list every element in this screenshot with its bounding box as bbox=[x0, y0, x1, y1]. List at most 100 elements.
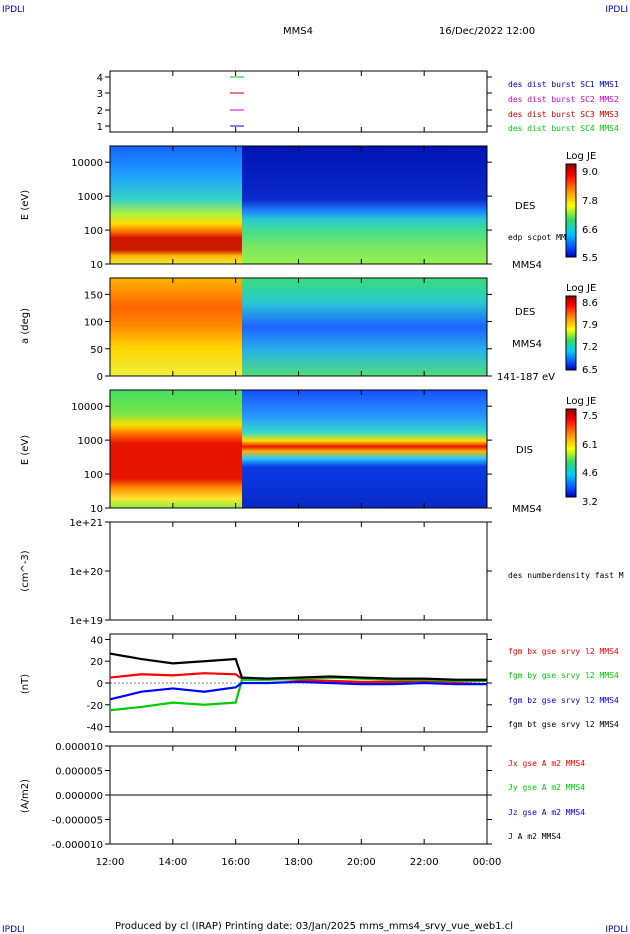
panel-frame bbox=[109, 70, 488, 133]
colorbar-tick: 7.8 bbox=[582, 196, 598, 207]
legend-item: fgm bz gse srvy l2 MMS4 bbox=[508, 696, 619, 705]
y-tick-label: 150 bbox=[84, 290, 103, 301]
x-axis: 12:00 14:00 16:00 18:00 20:00 22:00 00:00 bbox=[96, 71, 501, 868]
legend-item: des dist burst SC4 MMS4 bbox=[508, 124, 619, 133]
y-tick-label: 0.000005 bbox=[55, 767, 103, 778]
x-tick-label: 12:00 bbox=[96, 857, 125, 868]
x-tick-label: 20:00 bbox=[347, 857, 376, 868]
legend-item: Jz gse A m2 MMS4 bbox=[508, 808, 585, 817]
y-ticks: 4 3 2 1 bbox=[97, 73, 492, 133]
y-axis-label: (cm^-3) bbox=[20, 550, 31, 591]
y-tick-label: 20 bbox=[90, 657, 103, 668]
panel-des-energy: 10000 1000 100 10 E (eV) DES MMS4 edp scpot… bbox=[20, 145, 598, 271]
y-tick-label: -20 bbox=[87, 701, 103, 712]
legend-item: fgm bt gse srvy l2 MMS4 bbox=[508, 720, 619, 729]
colorbar-tick: 7.2 bbox=[582, 342, 598, 353]
y-tick-label: 1000 bbox=[78, 436, 103, 447]
x-tick-label: 18:00 bbox=[284, 857, 313, 868]
spectrogram-before bbox=[110, 390, 242, 508]
y-tick-label: -0.000005 bbox=[52, 816, 103, 827]
colorbar-tick: 7.5 bbox=[582, 411, 598, 422]
legend-item: Jy gse A m2 MMS4 bbox=[508, 783, 585, 792]
legend-item: des numberdensity fast M bbox=[508, 571, 624, 580]
y-tick-label: 3 bbox=[97, 89, 103, 100]
y-tick-label: 10000 bbox=[71, 158, 103, 169]
y-tick-label: 1e+21 bbox=[69, 518, 103, 529]
colorbar-tick: 4.6 bbox=[582, 468, 598, 479]
panel-magnetic-field: 40 20 0 -20 -40 (nT) fgm bx gse srvy l2 MMS4… bbox=[20, 633, 619, 734]
x-tick-label: 14:00 bbox=[158, 857, 187, 868]
spectrogram-before bbox=[110, 278, 242, 376]
series-line-bt bbox=[109, 652, 487, 681]
corner-label-tr: IPDLI bbox=[605, 5, 628, 15]
y-ticks: 150 100 50 0 bbox=[84, 290, 492, 383]
colorbar-tick: 9.0 bbox=[582, 167, 598, 178]
colorbar-tick: 7.9 bbox=[582, 320, 598, 331]
y-tick-label: 2 bbox=[97, 106, 103, 117]
y-axis-label: E (eV) bbox=[20, 435, 31, 465]
spectrogram-before bbox=[110, 146, 242, 264]
y-tick-label: -0.000010 bbox=[52, 840, 103, 851]
y-ticks: 0.000010 0.000005 0.000000 -0.000005 -0.0000… bbox=[52, 742, 492, 851]
colorbar bbox=[565, 163, 577, 258]
y-tick-label: 10 bbox=[90, 260, 103, 271]
y-axis-label: (A/m2) bbox=[20, 779, 31, 813]
y-ticks: 10000 1000 100 10 bbox=[71, 402, 492, 515]
y-tick-label: 1e+20 bbox=[69, 567, 103, 578]
legend-item: des dist burst SC2 MMS2 bbox=[508, 95, 619, 104]
colorbar-tick: 6.5 bbox=[582, 365, 598, 376]
colorbar-title: Log JE bbox=[566, 151, 596, 162]
panel-burst: 4 3 2 1 des dist burst SC1 MMS1 des dist bu… bbox=[97, 70, 619, 133]
y-axis-label: E (eV) bbox=[20, 190, 31, 220]
y-tick-label: 100 bbox=[84, 226, 103, 237]
y-tick-label: 4 bbox=[97, 73, 103, 84]
colorbar-tick: 6.6 bbox=[582, 225, 598, 236]
y-tick-label: 0 bbox=[97, 679, 103, 690]
colorbar-title: Log JE bbox=[566, 283, 596, 294]
y-tick-label: 100 bbox=[84, 470, 103, 481]
y-tick-label: 1e+19 bbox=[69, 616, 103, 627]
overlay-label: edp scpot MMS4 bbox=[508, 233, 576, 242]
instrument-label: DES bbox=[515, 307, 535, 318]
corner-label-tl: IPDLI bbox=[2, 5, 25, 15]
y-axis-label: (nT) bbox=[20, 674, 31, 694]
y-tick-label: 0 bbox=[97, 372, 103, 383]
y-tick-label: 1 bbox=[97, 122, 103, 133]
corner-label-bl: IPDLI bbox=[2, 925, 25, 934]
y-ticks: 1e+21 1e+20 1e+19 bbox=[69, 518, 492, 627]
datetime-title: 16/Dec/2022 12:00 bbox=[439, 26, 535, 37]
spectrogram-after bbox=[242, 390, 487, 508]
y-tick-label: 0.000000 bbox=[55, 791, 103, 802]
colorbar-title: Log JE bbox=[566, 396, 596, 407]
spacecraft-label: MMS4 bbox=[512, 339, 542, 350]
y-ticks: 40 20 0 -20 -40 bbox=[87, 635, 492, 734]
legend-item: J A m2 MMS4 bbox=[508, 832, 561, 841]
legend-item: fgm by gse srvy l2 MMS4 bbox=[508, 671, 619, 680]
panel-dis-energy: 10000 1000 100 10 E (eV) DIS MMS4 Log JE 7.… bbox=[20, 389, 598, 515]
y-tick-label: 50 bbox=[90, 345, 103, 356]
colorbar bbox=[565, 408, 577, 498]
y-tick-label: 10 bbox=[90, 504, 103, 515]
series-lines bbox=[109, 652, 488, 712]
instrument-label: DES bbox=[515, 201, 535, 212]
spectrogram-after bbox=[242, 278, 487, 376]
spacecraft-label: MMS4 bbox=[512, 260, 542, 271]
colorbar-tick: 8.6 bbox=[582, 298, 598, 309]
spacecraft-title: MMS4 bbox=[283, 26, 313, 37]
legend-item: fgm bx gse srvy l2 MMS4 bbox=[508, 647, 619, 656]
colorbar-tick: 5.5 bbox=[582, 253, 598, 264]
y-ticks: 10000 1000 100 10 bbox=[71, 158, 492, 271]
instrument-label: DIS bbox=[516, 445, 533, 456]
series-line-bz bbox=[109, 680, 487, 701]
energy-range-label: 141-187 eV bbox=[497, 372, 555, 383]
panel-density: 1e+21 1e+20 1e+19 (cm^-3) des numberdensit… bbox=[20, 518, 624, 627]
legend-item: des dist burst SC3 MMS3 bbox=[508, 110, 619, 119]
x-tick-label: 16:00 bbox=[221, 857, 250, 868]
legend-item: des dist burst SC1 MMS1 bbox=[508, 80, 619, 89]
legend-item: Jx gse A m2 MMS4 bbox=[508, 759, 585, 768]
y-tick-label: 100 bbox=[84, 318, 103, 329]
y-tick-label: 40 bbox=[90, 635, 103, 646]
panel-frame bbox=[109, 521, 488, 621]
y-tick-label: 10000 bbox=[71, 402, 103, 413]
corner-label-br: IPDLI bbox=[605, 925, 628, 934]
